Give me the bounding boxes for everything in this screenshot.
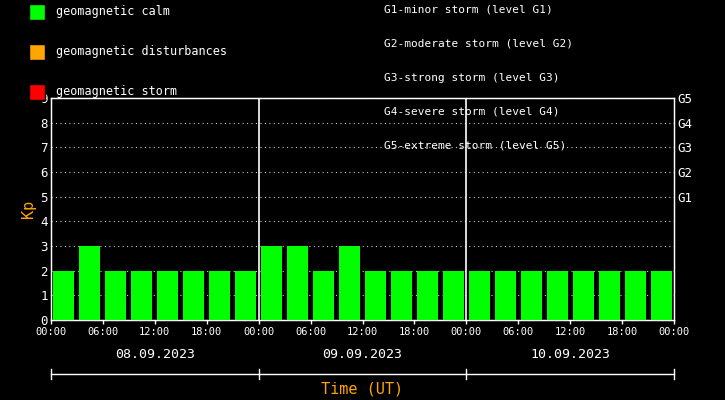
Bar [235,271,256,320]
Bar [105,271,126,320]
Text: 09.09.2023: 09.09.2023 [323,348,402,360]
Bar [625,271,646,320]
Bar [313,271,334,320]
Bar [79,246,100,320]
Bar [521,271,542,320]
Bar [391,271,412,320]
Y-axis label: Kp: Kp [21,200,36,218]
Bar [209,271,231,320]
Text: geomagnetic disturbances: geomagnetic disturbances [56,46,227,58]
Text: geomagnetic storm: geomagnetic storm [56,86,177,98]
Bar [53,271,75,320]
Bar [131,271,152,320]
Text: G4-severe storm (level G4): G4-severe storm (level G4) [384,107,560,117]
Bar [573,271,594,320]
Bar [365,271,386,320]
Bar [443,271,464,320]
Text: 08.09.2023: 08.09.2023 [115,348,195,360]
Text: G5-extreme storm (level G5): G5-extreme storm (level G5) [384,141,566,151]
Bar [261,246,282,320]
Bar [547,271,568,320]
Text: G3-strong storm (level G3): G3-strong storm (level G3) [384,73,560,83]
Text: Time (UT): Time (UT) [321,381,404,396]
Bar [339,246,360,320]
Bar [494,271,516,320]
Text: geomagnetic calm: geomagnetic calm [56,6,170,18]
Bar [469,271,490,320]
Bar [599,271,620,320]
Text: G2-moderate storm (level G2): G2-moderate storm (level G2) [384,39,573,49]
Bar [157,271,178,320]
Bar [287,246,308,320]
Bar [183,271,204,320]
Bar [650,271,672,320]
Text: G1-minor storm (level G1): G1-minor storm (level G1) [384,5,553,15]
Bar [417,271,438,320]
Text: 10.09.2023: 10.09.2023 [530,348,610,360]
